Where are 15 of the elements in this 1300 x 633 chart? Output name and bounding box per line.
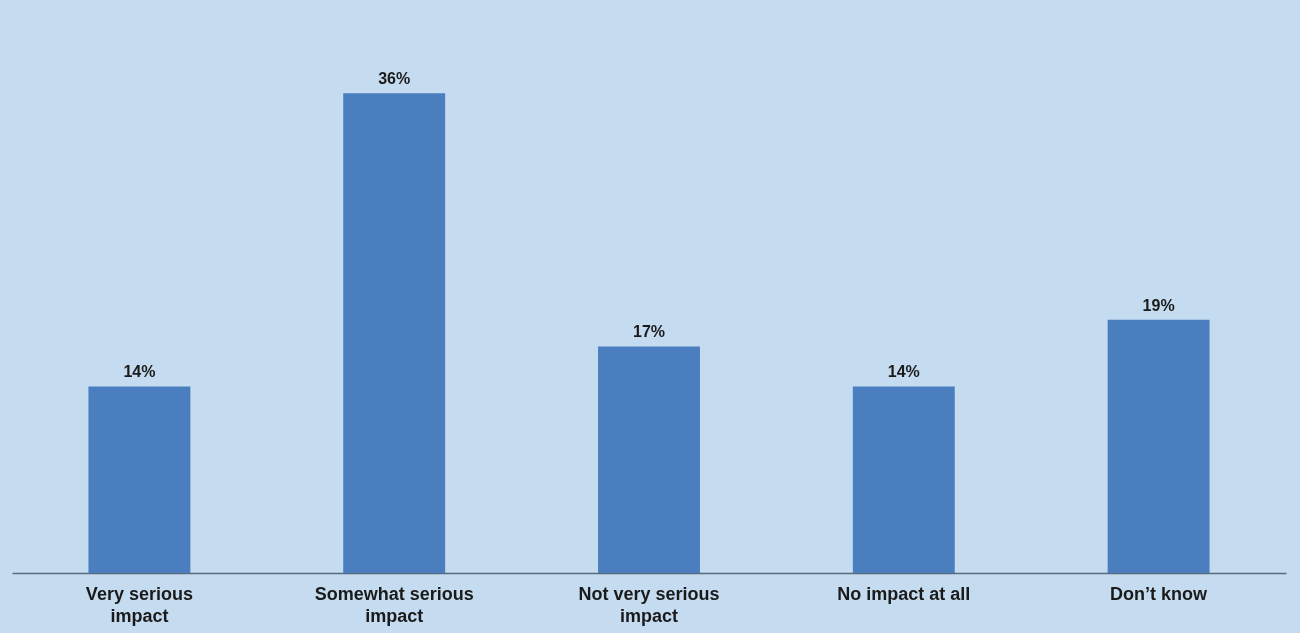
bar bbox=[88, 386, 191, 573]
data-label: 14% bbox=[123, 363, 156, 381]
x-tick-label: No impact at all bbox=[837, 583, 971, 604]
x-tick-label: Somewhat serious impact bbox=[314, 583, 474, 626]
bar bbox=[343, 93, 446, 573]
data-label: 17% bbox=[632, 323, 666, 341]
x-tick-label: Don’t know bbox=[1110, 583, 1209, 604]
data-label: 19% bbox=[1142, 296, 1175, 314]
data-label: 36% bbox=[378, 70, 411, 88]
bar bbox=[1107, 319, 1210, 573]
bar bbox=[598, 346, 700, 573]
bar bbox=[852, 386, 955, 573]
data-label: 14% bbox=[887, 363, 920, 381]
x-tick-label: Not very serious impact bbox=[578, 583, 720, 626]
x-tick-label: Very serious impact bbox=[85, 583, 193, 626]
